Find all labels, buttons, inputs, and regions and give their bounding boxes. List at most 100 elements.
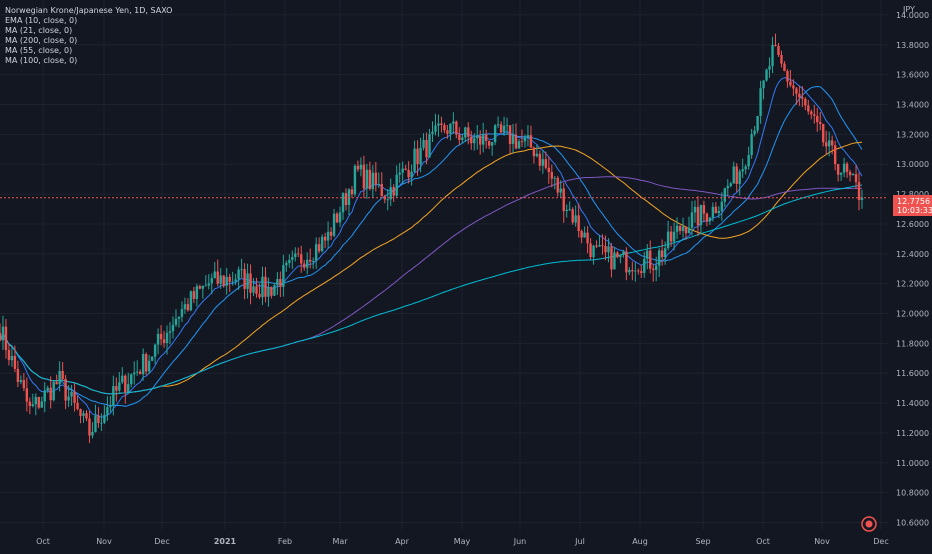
candle [753,125,756,137]
candle [771,36,774,74]
candle [109,396,112,413]
candle [323,232,327,249]
candle [168,322,172,345]
candle [750,128,753,159]
record-icon[interactable] [861,516,877,532]
candle [759,80,762,124]
candle [347,188,351,216]
candle [458,127,461,146]
candle [643,251,646,278]
candle [34,393,37,416]
candle [657,247,661,278]
candle [13,345,17,373]
legend-study-ma100[interactable]: MA (100, close, 0) [5,56,77,65]
candle [807,100,810,115]
candle [586,226,589,254]
candle [335,211,339,224]
candle [598,235,601,247]
candle [356,160,360,172]
candle [246,263,249,299]
candle [124,374,127,404]
candle [765,68,768,82]
candle [231,271,234,286]
candle [294,247,297,262]
candle [43,382,46,413]
candle [517,139,521,149]
legend-study-ma55[interactable]: MA (55, close, 0) [5,46,72,55]
legend-study-ma21[interactable]: MA (21, close, 0) [5,26,72,35]
time-axis[interactable] [0,530,888,550]
candle [204,275,208,287]
candle [660,239,664,266]
candle [747,146,750,170]
candle [702,200,706,222]
candle [341,192,345,220]
candle [461,133,464,144]
candle [192,286,196,304]
y-tick-label: 11.8000 [896,339,929,348]
candle [833,140,837,171]
candle [574,205,577,227]
candle [681,217,685,238]
candle [103,405,106,425]
candle [240,258,243,278]
candle [7,343,11,366]
candle [592,244,595,265]
x-tick-label: Dec [154,537,169,546]
candle [481,122,485,153]
candle [31,393,35,408]
candle [19,375,23,385]
y-tick-label: 13.4000 [896,101,929,110]
candle [857,172,861,211]
candle [264,266,267,303]
candle [419,137,422,173]
candle [70,384,73,406]
candle [97,407,100,428]
candle [613,246,616,270]
candle [604,235,607,261]
candle [37,396,40,410]
legend-study-ma200[interactable]: MA (200, close, 0) [5,36,77,45]
candle [479,130,482,155]
candle [1,315,5,350]
candle [813,104,816,124]
candle [690,201,694,236]
candle [4,319,8,359]
candle [88,411,91,444]
candle [416,140,419,176]
x-tick-label: Apr [395,537,410,546]
candle [735,163,738,192]
candle [338,206,342,227]
candle [115,377,118,402]
candle [106,396,109,421]
candle [380,172,383,197]
candle [711,202,715,222]
candle [141,348,145,381]
legend-study-ema10[interactable]: EMA (10, close, 0) [5,16,77,25]
x-tick-label: Mar [332,537,348,546]
candle [640,264,643,278]
candle [783,61,786,72]
price-axis[interactable] [888,0,932,530]
candle [428,128,431,158]
candle [404,164,407,171]
candle [144,352,148,376]
candle [186,298,190,312]
legend-symbol[interactable]: Norwegian Krone/Japanese Yen, 1D, SAXO [5,6,172,15]
candle [398,162,401,183]
candle [198,284,202,290]
candle [684,226,688,240]
candle [216,259,219,287]
candle [288,254,291,268]
candle [848,169,852,182]
candle [610,243,613,278]
candle [526,125,530,147]
candle [440,116,443,133]
y-tick-label: 10.6000 [896,519,929,528]
candle [213,261,216,279]
legend[interactable]: Norwegian Krone/Japanese Yen, 1D, SAXO E… [5,6,172,65]
candle [502,116,506,136]
